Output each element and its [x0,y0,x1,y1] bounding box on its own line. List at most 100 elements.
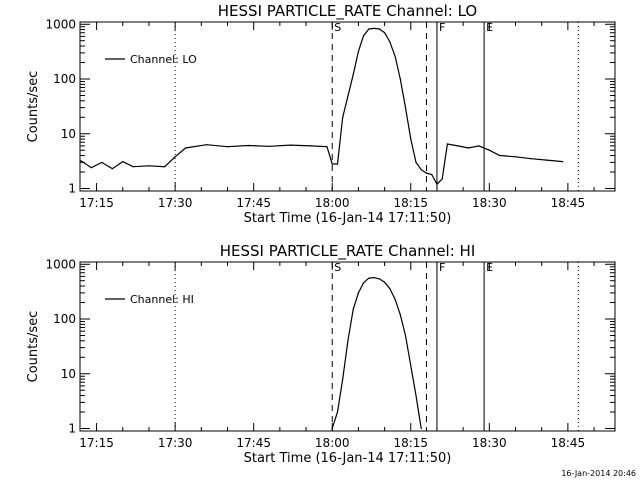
panel-2-x-tick-label: 18:45 [551,436,586,450]
panel-1-x-tick-label: 18:00 [315,196,350,210]
panel-2-y-tick-label: 1000 [45,257,76,271]
panel-1-data-point [90,167,92,169]
panel-1-data-point [457,145,459,147]
panel-1-data-point [148,165,150,167]
panel-2-series-line [331,276,422,429]
panel-1-data-point [363,35,365,37]
panel-1-data-point [499,154,501,157]
panel-2-event-label-F: F [439,261,445,274]
panel-1-y-tick-label: 1 [68,181,76,195]
panel-1-data-point [373,27,375,30]
panel-1-data-point [368,28,370,30]
panel-2-plot-frame [79,261,616,432]
panel-1-data-point [164,166,166,168]
panel-1-y-tick-label: 100 [53,72,76,86]
panel-2-data-point [410,365,412,367]
panel-2-y-axis-label: Counts/sec [26,311,41,383]
panel-1-x-tick-label: 18:15 [393,196,428,210]
panel-2-x-axis-label: Start Time (16-Jan-14 17:11:50) [244,451,452,466]
panel-1-data-point [226,146,229,148]
panel-2-data-point [342,378,344,380]
panel-1-data-point [394,55,396,57]
panel-1-event-label-S: S [334,21,341,34]
panel-1-y-tick-label: 1000 [45,17,76,31]
panel-1-data-point [80,160,82,162]
panel-2-x-tick-label: 18:30 [472,436,507,450]
panel-1-data-point [383,32,386,34]
panel-2-x-tick-label: 17:15 [79,436,114,450]
panel-1-x-tick-label: 18:45 [551,196,586,210]
panel-1-y-axis-label: Counts/sec [26,71,41,143]
panel-2-data-point [404,334,407,337]
panel-2-data-point [389,287,391,290]
panel-1-x-tick-label: 17:15 [79,196,114,210]
panel-1-data-point [357,50,360,52]
panel-2-data-point [347,340,349,342]
panel-1-data-point [289,144,291,146]
panel-1-event-label-F: F [439,21,445,34]
panel-1-data-point [546,159,548,161]
panel-1-data-point [352,74,354,76]
panel-1-legend-label: Channel: LO [130,53,197,66]
panel-1-data-point [111,168,113,170]
panel-1-data-point [336,163,339,165]
panel-2-data-point [399,314,401,316]
panel-2-y-tick-label: 1 [68,421,76,435]
panel-1-data-point [431,173,433,176]
panel-1-data-point [420,169,422,171]
panel-1-data-point [415,161,417,163]
panel-2-event-label-S: S [334,261,341,274]
panel-1-title: HESSI PARTICLE_RATE Channel: LO [218,2,477,21]
footer-timestamp: 16-Jan-2014 20:46 [561,469,636,478]
panel-1-data-point [378,28,380,30]
panel-2-legend-label: Channel: HI [130,293,194,306]
panel-2-data-point [378,278,380,280]
panel-1-x-tick-label: 18:30 [472,196,507,210]
panel-1-data-point [174,156,176,158]
panel-1-data-point [436,183,438,185]
panel-2-data-point [363,282,365,284]
panel-2-title: HESSI PARTICLE_RATE Channel: HI [220,242,476,261]
panel-1-x-tick-label: 17:30 [158,196,193,210]
panel-1-data-point [410,138,412,140]
panel-1-data-point [247,144,250,147]
panel-1-data-point [389,41,391,43]
panel-1-data-point [441,178,443,180]
panel-1-data-point [530,158,532,160]
panel-1-data-point [478,145,480,147]
panel-1-data-point [122,160,124,163]
panel-2-x-tick-label: 18:00 [315,436,350,450]
panel-1-data-point [399,78,401,80]
panel-2-data-point [373,277,375,279]
panel-2-data-point [394,298,396,300]
panel-1-data-point [268,145,270,147]
panel-2-data-point [420,427,422,430]
panel-1-y-tick-label: 10 [61,127,76,141]
panel-1-data-point [326,146,328,148]
panel-2-data-point [368,277,370,279]
panel-1-data-point [331,163,333,165]
panel-1-event-label-E: E [486,21,493,34]
panel-1-x-tick-label: 17:45 [236,196,271,210]
panel-1-series-line [80,27,563,186]
panel-2-data-point [357,292,360,294]
panel-2-data-point [352,308,354,310]
panel-1-data-point [310,145,312,147]
panel-1-data-point [342,116,344,118]
panel-1-data-point [205,144,208,146]
panel-2-x-tick-label: 18:15 [393,436,428,450]
panel-2-data-point [336,411,339,413]
panel-2-x-tick-label: 17:45 [236,436,271,450]
panel-1-data-point [446,143,449,145]
panel-2-data-point [383,281,386,283]
panel-1-data-point [101,161,103,163]
panel-1-data-point [425,172,428,174]
panel-2-y-tick-label: 100 [53,312,76,326]
panel-1-data-point [404,107,407,109]
panel-1-x-axis-label: Start Time (16-Jan-14 17:11:50) [244,211,452,226]
panel-2-x-tick-label: 17:30 [158,436,193,450]
panel-2-y-tick-label: 10 [61,367,76,381]
panel-1-data-point [132,166,134,168]
